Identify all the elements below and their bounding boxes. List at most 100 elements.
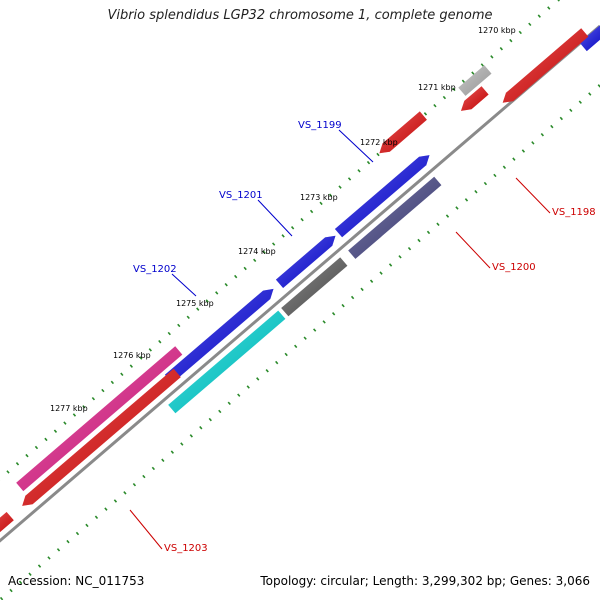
tick-dot <box>37 564 42 568</box>
tick-dot <box>142 474 146 479</box>
tick-dot <box>442 95 447 100</box>
tick-dot <box>369 279 374 283</box>
gene-label-vs_1203[interactable]: VS_1203 <box>164 543 208 554</box>
gene-labels: VS_1199 VS_1201 VS_1202 VS_1198 VS_1200 VS_12… <box>133 120 596 554</box>
tick-dot <box>398 255 402 259</box>
tick-dot <box>445 214 450 218</box>
tick-dot <box>85 523 89 528</box>
gene-feature-red <box>22 368 181 506</box>
tick-label: 1271 kbp <box>418 83 456 92</box>
tick-dot <box>309 209 314 214</box>
tick-dot <box>407 246 412 251</box>
tick-dot <box>471 71 475 75</box>
tick-dot <box>56 548 61 552</box>
tick-dot <box>265 369 269 373</box>
tick-dot <box>350 295 355 300</box>
tick-dot <box>34 445 39 450</box>
tick-dot <box>328 193 333 197</box>
tick-dot <box>480 63 485 67</box>
tick-dot <box>0 596 4 600</box>
tick-dot <box>180 442 184 446</box>
tick-dot <box>559 116 563 121</box>
topology-summary: Topology: circular; Length: 3,299,302 bp… <box>260 574 590 588</box>
tick-dot <box>262 250 266 254</box>
tick-dot <box>461 79 466 84</box>
tick-dot <box>227 401 231 406</box>
tick-dot <box>158 339 162 344</box>
tick-dot <box>303 336 307 340</box>
tick-dot <box>237 393 241 397</box>
tick-label: 1277 kbp <box>50 404 88 413</box>
gene-feature-vs1199 <box>348 176 442 259</box>
tick-dot <box>253 258 257 263</box>
tick-dot <box>550 124 554 129</box>
gene-label-vs_1200[interactable]: VS_1200 <box>492 262 536 273</box>
tick-dot <box>72 413 77 417</box>
label-connector <box>129 509 163 550</box>
tick-dot <box>218 409 222 414</box>
gene-label-vs_1198[interactable]: VS_1198 <box>552 207 596 218</box>
tick-dot <box>357 169 361 173</box>
tick-dot <box>557 0 560 2</box>
tick-dot <box>205 299 209 303</box>
tick-dot <box>151 466 156 471</box>
gene-feature-blue <box>334 155 430 238</box>
tick-dot <box>123 491 127 495</box>
tick-dot <box>275 360 279 365</box>
tick-dot <box>75 531 80 536</box>
gene-label-vs_1202[interactable]: VS_1202 <box>133 264 177 275</box>
tick-dot <box>319 201 323 206</box>
tick-dot <box>464 198 469 202</box>
gene-label-vs_1201[interactable]: VS_1201 <box>219 190 263 201</box>
tick-dot <box>15 462 20 466</box>
tick-label: 1273 kbp <box>300 193 338 202</box>
gene-feature-vs1198 <box>458 65 492 96</box>
tick-dot <box>376 152 380 157</box>
tick-dot <box>189 434 193 438</box>
tick-dot <box>44 437 48 442</box>
tick-dot <box>177 323 181 328</box>
tick-dot <box>18 580 23 585</box>
tick-dot <box>360 287 364 292</box>
gene-label-vs_1199[interactable]: VS_1199 <box>298 120 342 131</box>
tick-dot <box>47 556 51 560</box>
tick-dot <box>186 315 190 320</box>
tick-dot <box>540 132 545 137</box>
tick-dot <box>271 242 276 246</box>
tick-label: 1270 kbp <box>478 26 516 35</box>
label-connectors <box>129 129 551 550</box>
tick-dot <box>417 238 421 243</box>
tick-dot <box>528 22 532 27</box>
tick-dot <box>132 482 137 487</box>
label-connector <box>257 199 293 237</box>
tick-dot <box>426 230 431 235</box>
tick-dot <box>518 30 522 35</box>
tick-dot <box>300 217 304 222</box>
tick-dot <box>347 177 352 181</box>
tick-dot <box>512 157 516 161</box>
gene-features <box>0 25 600 533</box>
tick-dot <box>499 46 503 51</box>
gene-feature-vs1201 <box>281 257 348 317</box>
tick-dot <box>493 173 497 178</box>
tick-dot <box>234 274 238 279</box>
tick-dot <box>341 303 345 308</box>
tick-dot <box>388 263 393 267</box>
tick-dot <box>313 328 317 332</box>
tick-dot <box>148 348 152 352</box>
tick-dot <box>322 320 326 324</box>
tick-dot <box>139 356 143 360</box>
tick-dot <box>129 364 133 368</box>
tick-label: 1274 kbp <box>238 247 276 256</box>
tick-dot <box>53 429 58 433</box>
tick-dot <box>101 388 105 393</box>
tick-dot <box>547 6 551 10</box>
tick-dot <box>170 450 174 454</box>
gene-feature-blue <box>579 25 600 52</box>
tick-dot <box>256 377 260 381</box>
tick-dot <box>290 226 295 230</box>
gene-feature-blue <box>275 235 336 288</box>
tick-dot <box>521 149 526 153</box>
tick-dot <box>246 385 250 389</box>
